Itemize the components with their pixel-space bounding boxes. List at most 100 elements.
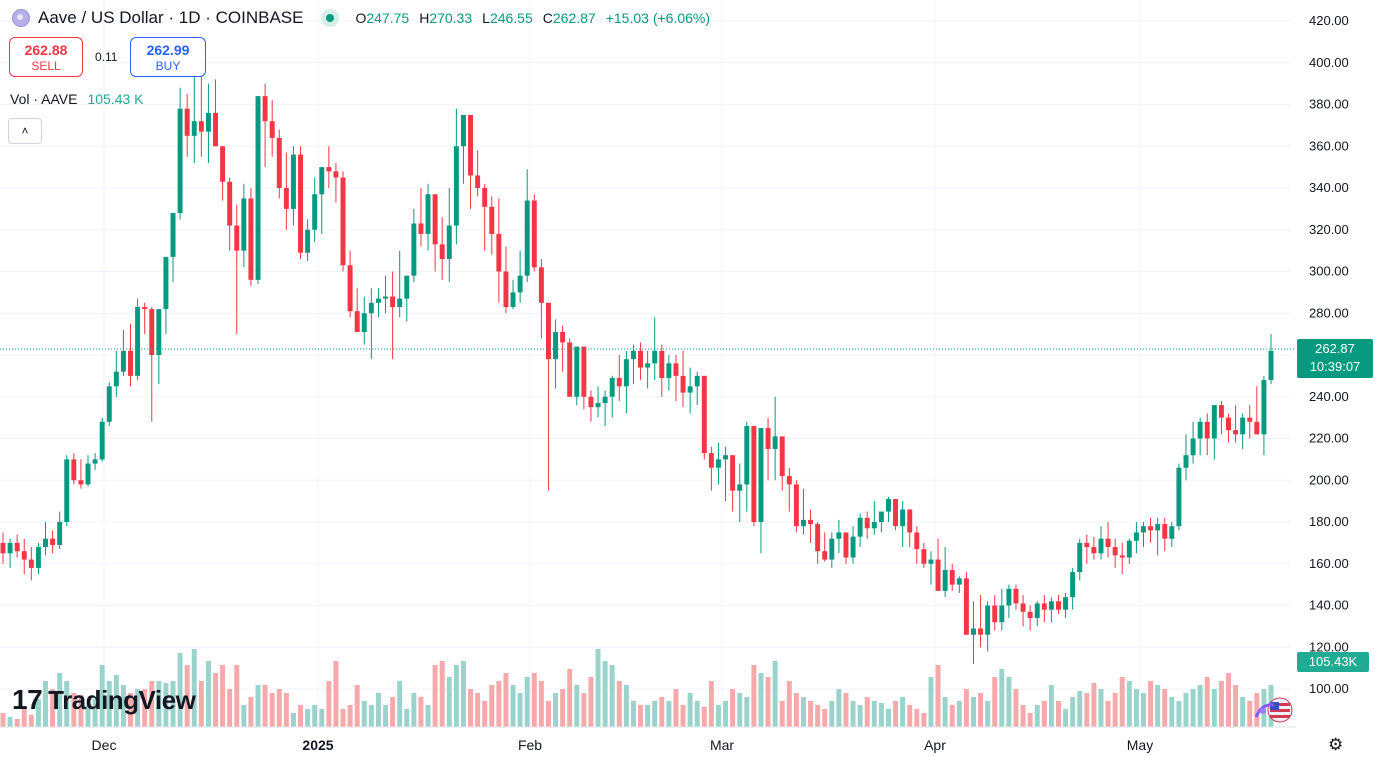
candle-body: [1077, 542, 1083, 573]
sell-button[interactable]: 262.88 SELL: [9, 37, 83, 77]
candle-body: [907, 509, 913, 533]
volume-bar: [815, 705, 821, 727]
candle-body: [404, 275, 410, 299]
candle-body: [723, 455, 729, 460]
volume-bar: [319, 709, 325, 727]
buy-button[interactable]: 262.99 BUY: [130, 37, 206, 77]
volume-bar: [14, 719, 20, 727]
volume-bar: [106, 681, 112, 727]
volume-bar: [1247, 701, 1253, 727]
chart-settings-icon[interactable]: ⚙: [1328, 735, 1344, 754]
volume-bar: [177, 653, 183, 727]
candle-body: [1105, 538, 1111, 548]
candle-body: [340, 177, 346, 266]
volume-bar: [64, 681, 70, 727]
volume-bar: [7, 717, 13, 727]
aave-coin-icon: [12, 9, 30, 27]
y-tick-label: 380.00: [1309, 97, 1349, 112]
candle-body: [482, 188, 488, 207]
candle-body: [255, 96, 261, 280]
volume-bar: [517, 693, 523, 727]
candle-body: [985, 605, 991, 635]
candle-body: [1197, 421, 1203, 439]
candle-body: [878, 511, 884, 522]
candle-body: [857, 517, 863, 537]
candle-body: [453, 146, 459, 226]
candle-body: [645, 363, 651, 368]
y-tick-label: 280.00: [1309, 305, 1349, 320]
candle-body: [418, 223, 424, 234]
volume-bar: [383, 705, 389, 727]
candle-body: [227, 181, 233, 226]
volume-bar: [312, 705, 318, 727]
candle-body: [92, 459, 98, 464]
collapse-legend-button[interactable]: ˄: [8, 118, 42, 144]
volume-bar: [836, 689, 842, 727]
volume-bar: [956, 701, 962, 727]
volume-bar: [241, 705, 247, 727]
candle-body: [928, 559, 934, 564]
candle-body: [829, 538, 835, 560]
volume-bar: [1020, 705, 1026, 727]
candle-body: [99, 421, 105, 460]
volume-bar: [751, 665, 757, 727]
volume-bar: [71, 693, 77, 727]
volume-bar: [907, 705, 913, 727]
volume-bar: [1084, 693, 1090, 727]
candle-body: [269, 121, 275, 138]
volume-bar: [432, 665, 438, 727]
candle-body: [978, 628, 984, 635]
volume-bar: [602, 661, 608, 727]
x-axis-label: 2025: [302, 737, 333, 753]
volume-bar: [829, 701, 835, 727]
volume-bar: [163, 683, 169, 727]
volume-price-tag: 105.43K: [1297, 652, 1369, 672]
tradingview-logo[interactable]: 17 TradingView: [12, 684, 196, 716]
volume-bar: [1176, 701, 1182, 727]
candle-body: [779, 436, 785, 477]
volume-bar: [446, 677, 452, 727]
candle-body: [205, 112, 211, 132]
candle-body: [524, 200, 530, 276]
candle-body: [1112, 547, 1118, 556]
volume-bar: [921, 713, 927, 727]
chevron-up-icon: ˄: [21, 124, 29, 138]
volume-bar: [723, 701, 729, 727]
candle-body: [1034, 603, 1040, 619]
candle-body: [560, 332, 566, 343]
volume-bar: [850, 701, 856, 727]
volume-bar: [227, 689, 233, 727]
volume-bar: [1226, 673, 1231, 727]
candle-body: [120, 350, 126, 372]
candle-body: [383, 296, 389, 299]
volume-bar: [305, 709, 311, 727]
volume-bar: [276, 689, 282, 727]
volume-bar: [149, 681, 155, 727]
candle-body: [1133, 532, 1139, 541]
spread-value: 0.11: [95, 50, 118, 64]
volume-bar: [538, 681, 544, 727]
volume-bar: [581, 693, 587, 727]
candle-body: [673, 363, 679, 376]
sell-label: SELL: [31, 59, 61, 73]
candle-body: [191, 121, 197, 136]
volume-bar: [864, 697, 870, 727]
volume-bar: [800, 697, 806, 727]
market-status-icon[interactable]: [321, 9, 340, 27]
candle-body: [397, 298, 403, 307]
x-axis-label: Dec: [92, 737, 117, 753]
us-flag-badge-icon[interactable]: [1254, 697, 1294, 723]
candle-body: [567, 342, 573, 397]
candle-body: [170, 213, 176, 257]
volume-bar: [262, 685, 268, 727]
candle-body: [737, 484, 743, 491]
volume-bar: [135, 689, 141, 727]
volume-bar: [560, 689, 566, 727]
candle-body: [326, 167, 332, 172]
candle-body: [248, 198, 254, 280]
symbol-title[interactable]: Aave / US Dollar · 1D · COINBASE: [38, 8, 304, 27]
candle-body: [850, 536, 856, 558]
volume-label[interactable]: Vol · AAVE: [10, 91, 78, 107]
volume-bar: [1112, 693, 1118, 727]
